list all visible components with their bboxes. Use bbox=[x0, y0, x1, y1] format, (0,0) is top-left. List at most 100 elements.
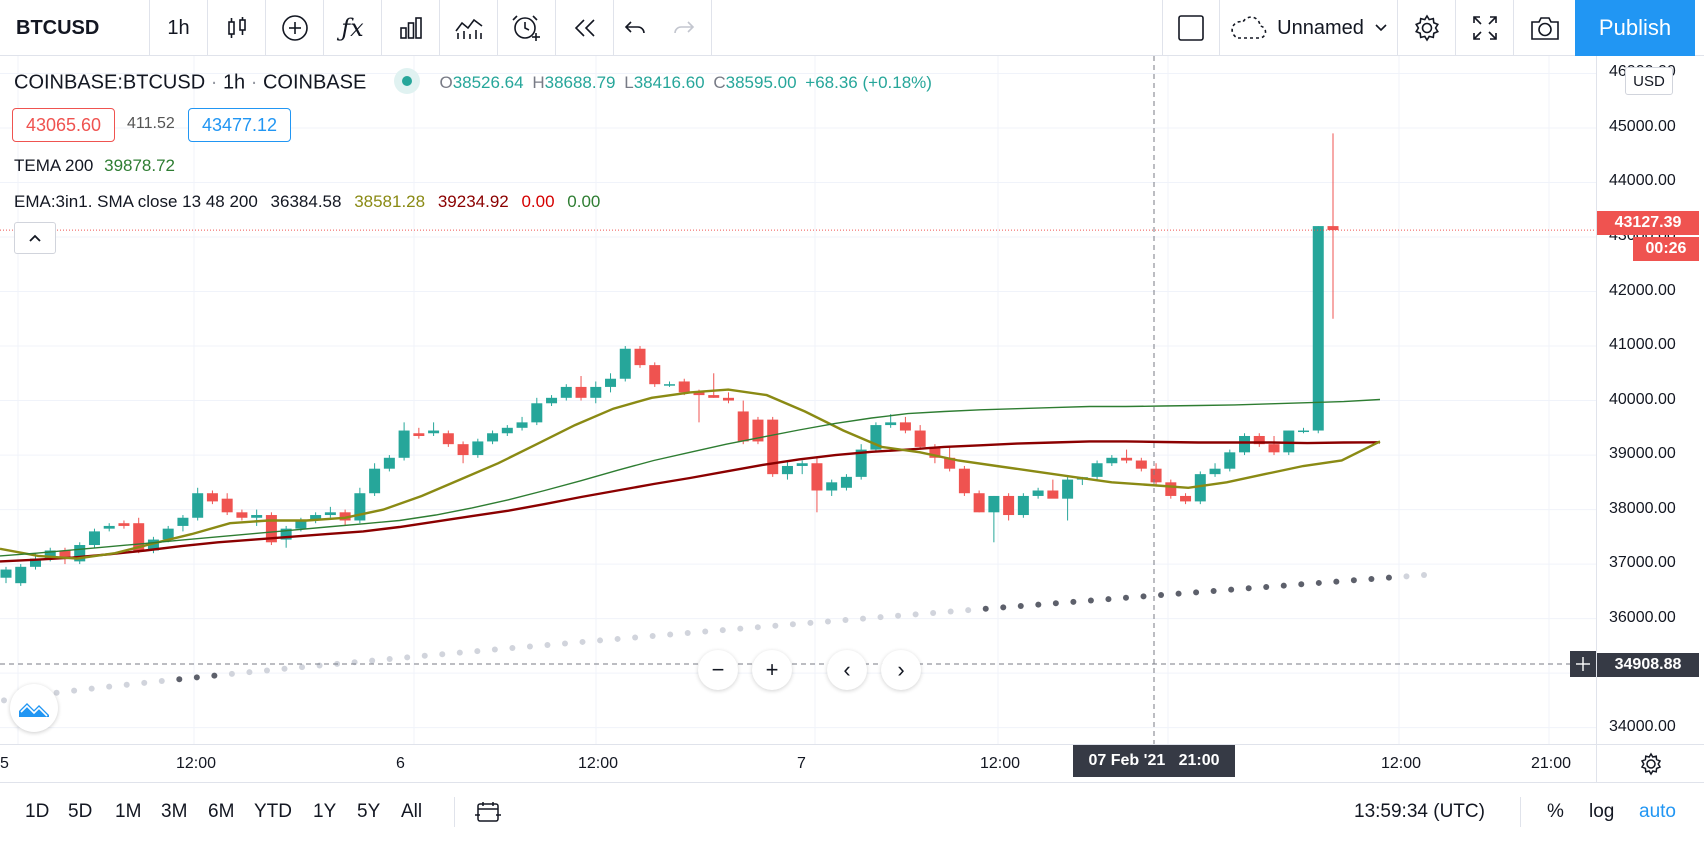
undo-button[interactable] bbox=[614, 0, 656, 56]
ema-label: EMA:3in1. SMA close 13 48 200 bbox=[14, 192, 258, 211]
range-ytd-button[interactable]: YTD bbox=[254, 801, 292, 822]
indicator-dot bbox=[123, 681, 130, 688]
candle-body bbox=[1253, 435, 1265, 445]
ema-value-4: 0.00 bbox=[521, 192, 555, 211]
range-1y-button[interactable]: 1Y bbox=[313, 801, 337, 822]
ema-legend[interactable]: EMA:3in1. SMA close 13 48 200 36384.58 3… bbox=[14, 192, 600, 212]
indicator-dot bbox=[299, 664, 306, 671]
replay-button[interactable] bbox=[556, 0, 614, 56]
candle-body bbox=[29, 558, 41, 567]
candle-body bbox=[560, 386, 572, 398]
range-5y-button[interactable]: 5Y bbox=[357, 801, 381, 822]
indicator-dot bbox=[439, 651, 446, 658]
buy-price-button[interactable]: 43477.12 bbox=[188, 108, 291, 142]
select-layout-button[interactable] bbox=[1162, 0, 1220, 56]
ask-value: 43477.12 bbox=[201, 114, 278, 135]
candle-body bbox=[295, 520, 307, 529]
ema-mid-line bbox=[0, 388, 1381, 560]
axis-settings-button[interactable] bbox=[1596, 744, 1704, 782]
candle-body bbox=[487, 433, 499, 442]
indicator-dot bbox=[491, 646, 498, 653]
price-scale[interactable]: 46000.0045000.0044000.0043000.0042000.00… bbox=[1596, 56, 1704, 744]
scroll-left-button[interactable]: ‹ bbox=[827, 650, 867, 690]
indicator-dot bbox=[1421, 572, 1427, 578]
sell-price-button[interactable]: 43065.60 bbox=[12, 108, 115, 142]
price-chart[interactable] bbox=[0, 56, 1596, 744]
fullscreen-button[interactable] bbox=[1456, 0, 1514, 56]
range-1d-button[interactable]: 1D bbox=[25, 801, 50, 822]
interval-label: 1h bbox=[167, 16, 190, 39]
snapshot-button[interactable] bbox=[1514, 0, 1575, 56]
financials-icon bbox=[399, 17, 422, 39]
candle-body bbox=[590, 386, 602, 398]
indicator-dot bbox=[1175, 590, 1182, 597]
log-toggle[interactable]: log bbox=[1589, 801, 1615, 822]
clock-timezone-button[interactable]: 13:59:34 (UTC) bbox=[1354, 801, 1485, 822]
legend-symbol[interactable]: COINBASE:BTCUSD bbox=[14, 71, 206, 94]
indicators-button[interactable]: ƒx bbox=[324, 0, 382, 56]
go-to-date-button[interactable] bbox=[474, 783, 502, 841]
candle-body bbox=[1121, 457, 1133, 461]
templates-button[interactable] bbox=[440, 0, 498, 56]
chart-style-button[interactable] bbox=[208, 0, 266, 56]
indicator-dot bbox=[860, 615, 867, 622]
legend-interval: 1h bbox=[222, 71, 246, 94]
candle-body bbox=[472, 441, 484, 456]
range-5d-button[interactable]: 5D bbox=[68, 801, 93, 822]
settings-button[interactable] bbox=[1398, 0, 1456, 56]
interval-button[interactable]: 1h bbox=[150, 0, 208, 56]
symbol-search-button[interactable]: BTCUSD bbox=[0, 0, 150, 56]
range-1m-button[interactable]: 1M bbox=[115, 801, 142, 822]
candle-body bbox=[133, 523, 145, 551]
financials-button[interactable] bbox=[382, 0, 440, 56]
camera-icon bbox=[1530, 17, 1559, 40]
crosshair-price-value: 34908.88 bbox=[1614, 656, 1682, 673]
indicator-dot bbox=[1122, 594, 1129, 601]
indicator-dot bbox=[982, 605, 989, 612]
last-price-value: 43127.39 bbox=[1614, 214, 1682, 231]
collapse-legend-button[interactable] bbox=[14, 222, 56, 254]
indicator-dot bbox=[597, 637, 604, 644]
crosshair-time-value: 07 Feb '21 21:00 bbox=[1088, 752, 1220, 769]
tema-legend[interactable]: TEMA 200 39878.72 bbox=[14, 156, 175, 176]
redo-icon bbox=[673, 21, 694, 34]
compare-button[interactable] bbox=[266, 0, 324, 56]
candle-body bbox=[74, 545, 86, 562]
auto-toggle[interactable]: auto bbox=[1639, 801, 1676, 822]
add-compare-icon bbox=[281, 15, 308, 41]
candle-body bbox=[1003, 495, 1015, 516]
indicator-dot bbox=[228, 670, 235, 677]
indicator-dot bbox=[1158, 592, 1165, 599]
indicator-dot bbox=[649, 632, 656, 639]
scroll-right-button[interactable]: › bbox=[881, 650, 921, 690]
indicator-dot bbox=[667, 631, 674, 638]
layout-name: Unnamed bbox=[1277, 16, 1364, 39]
range-all-button[interactable]: All bbox=[401, 801, 423, 822]
percent-toggle[interactable]: % bbox=[1547, 801, 1564, 822]
alert-button[interactable] bbox=[498, 0, 556, 56]
price-tick: 45000.00 bbox=[1609, 117, 1676, 135]
zoom-in-button[interactable]: + bbox=[752, 650, 792, 690]
tradingview-logo-button[interactable] bbox=[10, 684, 58, 732]
redo-button[interactable] bbox=[656, 0, 712, 56]
time-axis[interactable]: 5 12:00 6 12:00 7 12:00 12:00 21:00 07 F… bbox=[0, 744, 1596, 782]
indicator-dot bbox=[1000, 604, 1007, 611]
zoom-out-button[interactable]: − bbox=[698, 650, 738, 690]
indicator-dot bbox=[1245, 585, 1252, 592]
candle-body bbox=[899, 422, 911, 431]
market-status-dot[interactable] bbox=[393, 68, 420, 94]
candle-body bbox=[206, 493, 218, 502]
candle-body bbox=[1047, 490, 1059, 499]
candle-body bbox=[1180, 495, 1192, 502]
publish-button[interactable]: Publish bbox=[1575, 0, 1695, 56]
candle-body bbox=[1062, 479, 1074, 499]
candle-body bbox=[1298, 430, 1310, 433]
range-3m-button[interactable]: 3M bbox=[161, 801, 188, 822]
layout-name-button[interactable]: Unnamed bbox=[1220, 0, 1398, 56]
range-6m-button[interactable]: 6M bbox=[208, 801, 235, 822]
chart-pane[interactable]: COINBASE:BTCUSD · 1h · COINBASE O38526.6… bbox=[0, 56, 1596, 744]
currency-button[interactable]: USD bbox=[1625, 67, 1673, 95]
candle-body bbox=[885, 422, 897, 426]
legend-exchange: COINBASE bbox=[262, 71, 367, 94]
candle-body bbox=[265, 515, 277, 543]
